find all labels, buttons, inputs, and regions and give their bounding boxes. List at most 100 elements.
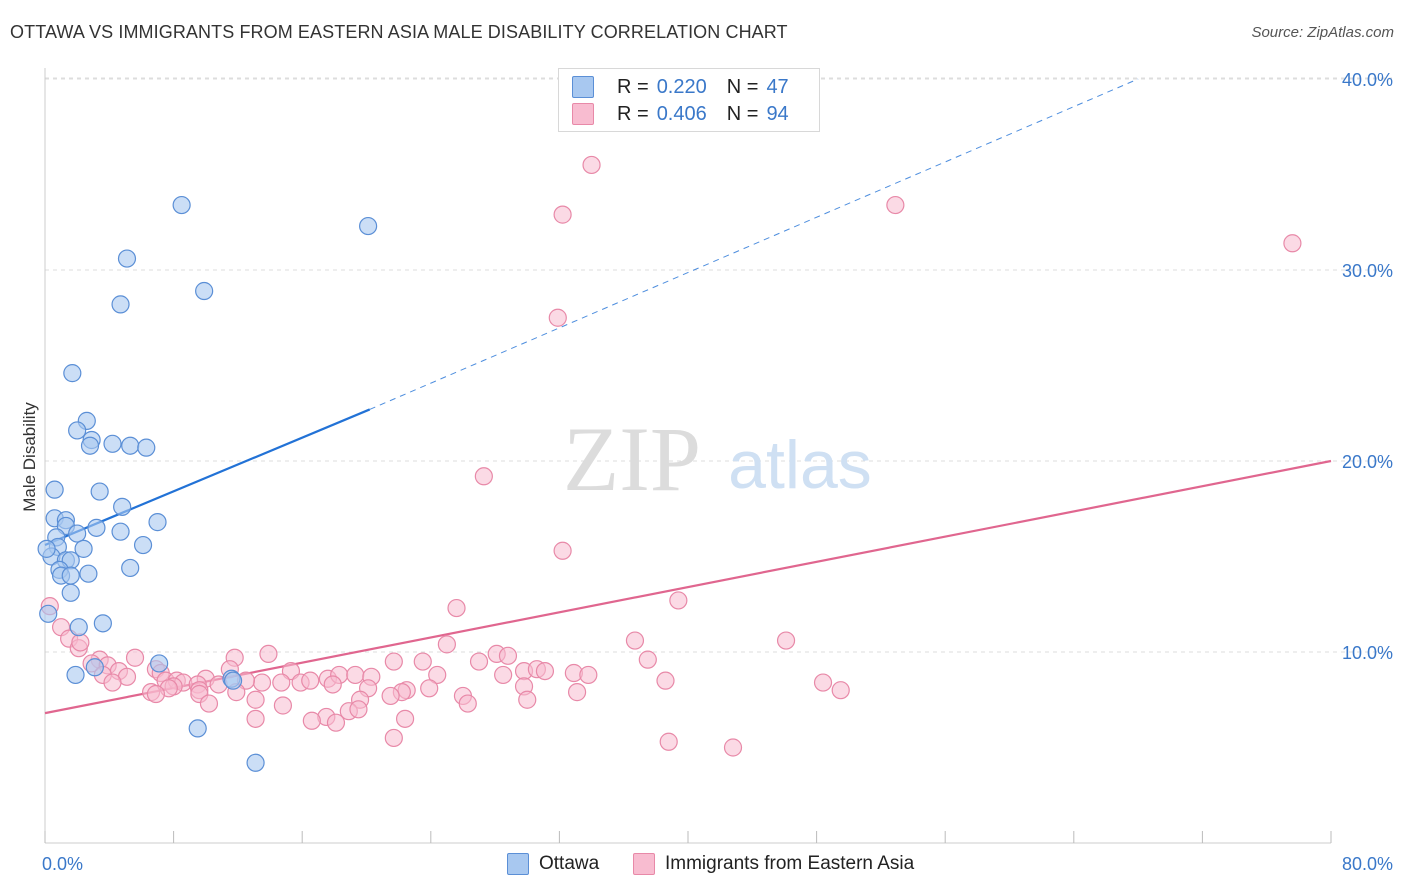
asia-point [71, 633, 90, 652]
grid-lines [45, 77, 1392, 653]
asia-point [656, 671, 675, 690]
asia-point [447, 598, 466, 618]
y-axis-label: Male Disability [20, 402, 39, 512]
asia-point [301, 671, 320, 690]
ottawa-point [61, 566, 80, 585]
asia-point [146, 684, 166, 704]
legend-n-value: 94 [766, 102, 789, 125]
series-ottawa [37, 195, 378, 772]
y-tick-label: 40.0% [1342, 70, 1393, 90]
watermark-atlas: atlas [728, 427, 872, 503]
ottawa-point [80, 436, 100, 455]
asia-point [474, 467, 493, 486]
legend-row-asia: R = 0.406 N = 94 [572, 102, 789, 126]
ottawa-point [69, 618, 88, 637]
asia-trend-line [44, 459, 1332, 715]
ottawa-point [121, 558, 140, 578]
asia-point [384, 728, 403, 748]
asia-point [302, 711, 321, 730]
ottawa-point [93, 614, 112, 633]
asia-point [326, 713, 346, 732]
asia-swatch [633, 853, 655, 875]
asia-point [548, 308, 567, 327]
asia-point [723, 738, 743, 757]
ottawa-point [111, 295, 130, 314]
series-immigrants-eastern-asia [40, 155, 1302, 757]
axes [44, 68, 1332, 844]
asia-point [886, 195, 905, 215]
ottawa-point [223, 671, 243, 690]
legend-r-value: 0.220 [656, 75, 707, 98]
ottawa-point [121, 436, 140, 455]
asia-point [469, 652, 489, 671]
asia-point [420, 679, 439, 698]
ottawa-point [246, 753, 265, 772]
ottawa-point [137, 438, 156, 457]
ottawa-point [113, 497, 132, 516]
ottawa-point [188, 719, 207, 738]
ottawa-point [68, 524, 87, 543]
ottawa-point [172, 195, 191, 215]
bottom-legend-label: Ottawa [539, 853, 600, 874]
asia-point [669, 591, 688, 610]
asia-point [535, 661, 555, 681]
ottawa-point [85, 658, 104, 677]
asia-point [384, 652, 403, 671]
legend-r-value: 0.406 [656, 102, 707, 125]
asia-point [125, 648, 145, 667]
y-tick-label: 30.0% [1342, 261, 1393, 281]
asia-point [428, 665, 447, 685]
legend-n-label: N = [726, 75, 759, 98]
asia-point [259, 644, 278, 664]
x-tick-label: 0.0% [42, 854, 83, 874]
legend-r-label: R = [617, 102, 649, 125]
ottawa-point [87, 518, 106, 537]
correlation-legend: R = 0.220 N = 47 R = 0.406 N = 94 [558, 68, 820, 132]
asia-point [776, 631, 796, 650]
bottom-legend-asia: Immigrants from Eastern Asia [633, 852, 914, 876]
asia-point [273, 696, 293, 715]
asia-point [413, 652, 432, 671]
x-tick-label: 80.0% [1342, 854, 1393, 874]
asia-point [272, 673, 291, 692]
legend-r-label: R = [617, 75, 649, 98]
asia-point [582, 155, 601, 175]
asia-point [458, 694, 477, 713]
asia-point [579, 665, 598, 685]
ottawa-point [133, 535, 153, 555]
ottawa-point [79, 564, 98, 583]
asia-point [567, 683, 587, 702]
asia-point [1283, 234, 1302, 253]
trend-lines [44, 78, 1332, 715]
chart-title: OTTAWA VS IMMIGRANTS FROM EASTERN ASIA M… [10, 22, 788, 42]
watermark-zip: ZIP [563, 408, 701, 510]
ottawa-point [117, 249, 137, 268]
ottawa-point [111, 522, 130, 541]
ottawa-swatch [572, 76, 594, 98]
asia-point [395, 709, 415, 728]
legend-n-value: 47 [766, 75, 789, 98]
asia-point [813, 673, 833, 692]
asia-point [246, 709, 265, 728]
source-label: Source: ZipAtlas.com [1251, 24, 1394, 41]
tick-labels: 10.0% 20.0% 30.0% 40.0% 0.0% 80.0% [42, 70, 1393, 874]
ottawa-swatch [507, 853, 529, 875]
asia-point [553, 541, 572, 560]
asia-point [494, 665, 513, 685]
ottawa-point [150, 654, 169, 673]
asia-point [659, 732, 678, 751]
ottawa-point [90, 482, 109, 501]
ottawa-point [195, 281, 214, 301]
asia-point [349, 700, 368, 719]
asia-point [103, 673, 122, 692]
asia-point [625, 631, 645, 650]
bottom-legend-label: Immigrants from Eastern Asia [665, 853, 915, 874]
bottom-legend-ottawa: Ottawa [507, 852, 599, 876]
ottawa-point [39, 604, 58, 623]
ottawa-point [45, 480, 64, 499]
asia-point [518, 690, 537, 709]
legend-row-ottawa: R = 0.220 N = 47 [572, 75, 789, 99]
y-tick-label: 20.0% [1342, 452, 1393, 472]
asia-point [498, 646, 518, 665]
asia-point [437, 635, 456, 654]
